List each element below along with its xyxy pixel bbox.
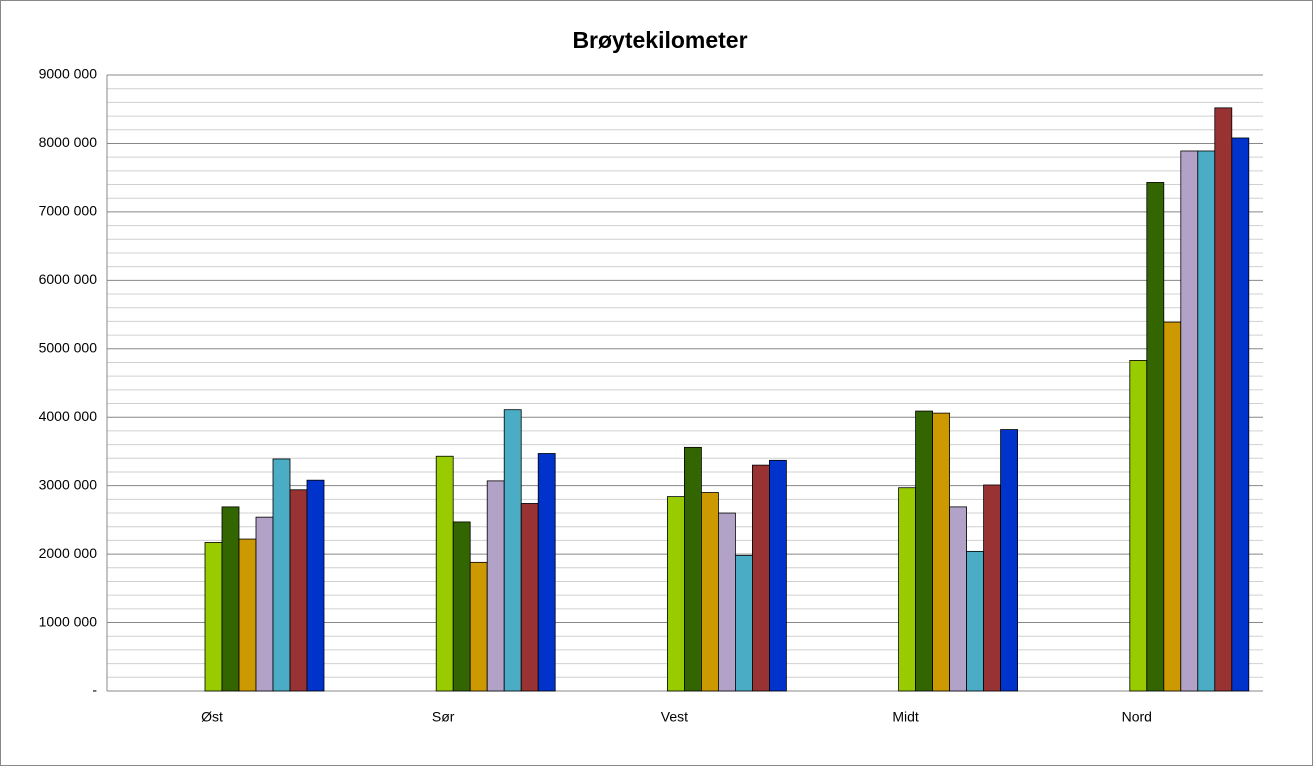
x-tick-label: Vest — [661, 709, 688, 725]
y-tick-label: 6000 000 — [39, 271, 98, 287]
bar — [289, 489, 308, 692]
bar — [1231, 137, 1250, 692]
bar — [735, 555, 753, 692]
y-tick-label: 3000 000 — [39, 476, 98, 492]
bar — [255, 516, 274, 692]
bar — [1180, 150, 1199, 692]
bar — [221, 506, 240, 692]
bar — [452, 521, 471, 692]
bar — [949, 506, 967, 692]
bar — [1000, 429, 1018, 692]
y-tick-label: 5000 000 — [39, 339, 98, 355]
bar — [932, 412, 950, 692]
bar — [718, 512, 736, 692]
bar — [1129, 360, 1148, 692]
bar — [537, 453, 556, 692]
bar — [684, 446, 702, 692]
x-tick-label: Sør — [432, 709, 455, 725]
bar — [272, 458, 291, 692]
bar — [435, 455, 454, 692]
y-tick-label: 9000 000 — [39, 66, 98, 82]
y-tick-label: - — [92, 682, 97, 698]
bar — [1214, 107, 1233, 692]
bar — [983, 484, 1001, 692]
bar — [752, 464, 770, 692]
bar — [915, 410, 933, 692]
x-tick-label: Øst — [201, 709, 223, 725]
y-tick-label: 4000 000 — [39, 408, 98, 424]
bar — [701, 492, 719, 692]
bar — [238, 538, 257, 692]
x-tick-label: Midt — [892, 709, 919, 725]
bar — [306, 479, 325, 692]
bar — [1146, 182, 1165, 692]
bar — [667, 496, 685, 692]
y-tick-label: 1000 000 — [39, 613, 98, 629]
y-tick-label: 8000 000 — [39, 134, 98, 150]
bar — [769, 459, 787, 692]
y-tick-label: 7000 000 — [39, 203, 98, 219]
x-tick-label: Nord — [1122, 709, 1152, 725]
bar — [966, 550, 984, 692]
bar — [520, 503, 539, 692]
bar — [1197, 150, 1216, 692]
chart-title: Brøytekilometer — [572, 27, 747, 53]
bar — [1163, 321, 1182, 692]
bar — [503, 409, 522, 692]
bar — [486, 480, 505, 692]
bar — [204, 542, 223, 692]
y-tick-label: 2000 000 — [39, 545, 98, 561]
bar — [469, 561, 488, 692]
bar — [898, 487, 916, 692]
